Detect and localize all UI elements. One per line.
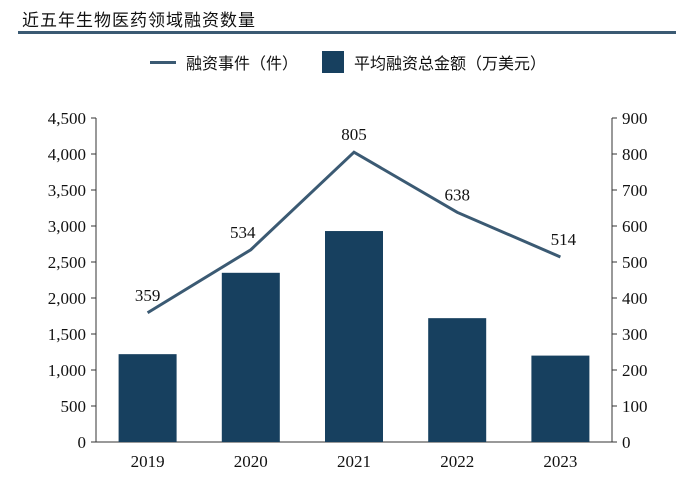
- bar-2020: [221, 272, 280, 442]
- right-tick-label: 100: [622, 397, 648, 416]
- x-tick-label: 2023: [543, 452, 577, 471]
- right-tick-label: 300: [622, 325, 648, 344]
- legend-line-label: 融资事件（件）: [185, 54, 298, 73]
- bar-2021: [325, 231, 383, 442]
- line-data-label: 805: [341, 125, 367, 144]
- right-tick-label: 800: [622, 145, 648, 164]
- line-data-label: 514: [551, 230, 577, 249]
- left-tick-label: 500: [61, 397, 87, 416]
- left-tick-label: 3,000: [48, 217, 86, 236]
- left-tick-label: 0: [78, 433, 87, 452]
- chart-title: 近五年生物医药领域融资数量: [22, 11, 256, 31]
- left-tick-label: 2,500: [48, 253, 86, 272]
- right-tick-label: 700: [622, 181, 648, 200]
- left-tick-label: 1,500: [48, 325, 86, 344]
- right-tick-label: 900: [622, 109, 648, 128]
- legend: 融资事件（件） 平均融资总金额（万美元）: [0, 50, 696, 74]
- bar-2022: [428, 318, 487, 442]
- right-tick-label: 600: [622, 217, 648, 236]
- legend-bar-label: 平均融资总金额（万美元）: [354, 54, 547, 73]
- left-tick-label: 3,500: [48, 181, 86, 200]
- line-data-label: 638: [444, 185, 470, 204]
- left-tick-label: 2,000: [48, 289, 86, 308]
- bar-2023: [531, 355, 590, 442]
- x-tick-label: 2022: [440, 452, 474, 471]
- right-tick-label: 400: [622, 289, 648, 308]
- left-tick-label: 4,500: [48, 109, 86, 128]
- left-tick-label: 1,000: [48, 361, 86, 380]
- line-series: [146, 150, 561, 315]
- right-tick-label: 200: [622, 361, 648, 380]
- x-tick-label: 2020: [234, 452, 268, 471]
- line-data-label: 534: [230, 223, 256, 242]
- right-tick-label: 0: [622, 433, 631, 452]
- left-tick-label: 4,000: [48, 145, 86, 164]
- x-tick-label: 2019: [131, 452, 165, 471]
- bar-2019: [118, 354, 177, 442]
- legend-bar-swatch: [322, 51, 344, 73]
- title-divider: [18, 31, 676, 34]
- line-data-label: 359: [135, 286, 161, 305]
- right-tick-label: 500: [622, 253, 648, 272]
- x-tick-label: 2021: [337, 452, 371, 471]
- legend-line-swatch: [149, 60, 176, 64]
